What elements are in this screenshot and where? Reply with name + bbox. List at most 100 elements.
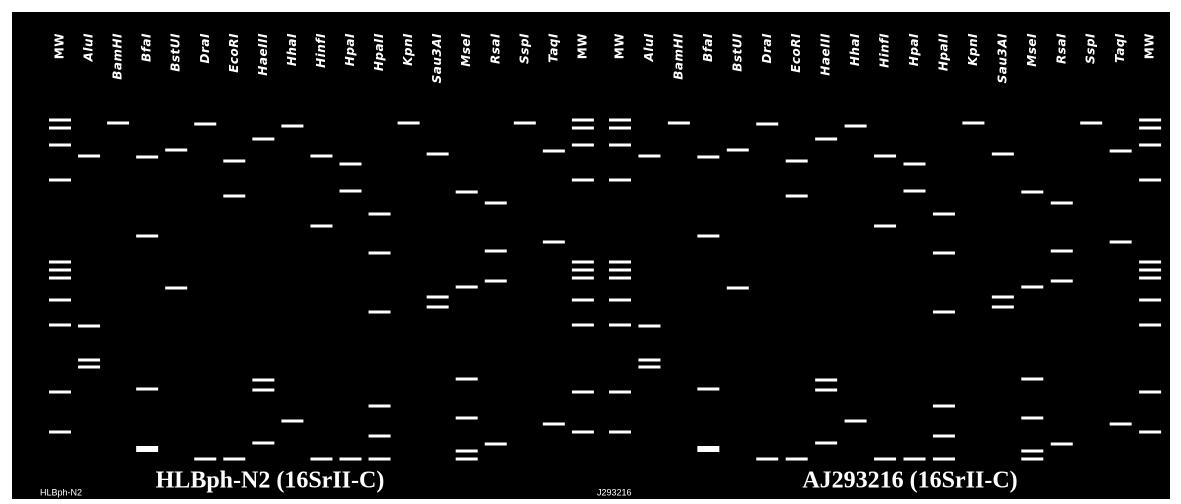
band (485, 443, 507, 446)
band (874, 225, 896, 228)
lane-label: DraI (198, 33, 212, 63)
band (572, 431, 594, 434)
band (1051, 250, 1073, 253)
band (398, 122, 420, 125)
band (252, 389, 274, 392)
band (49, 431, 71, 434)
band (638, 359, 660, 362)
band (697, 156, 719, 159)
band (756, 458, 778, 461)
lane-label: BstUI (169, 33, 183, 72)
band (78, 155, 100, 158)
band (78, 359, 100, 362)
band (572, 299, 594, 302)
band (136, 446, 158, 452)
band (609, 179, 631, 182)
band (786, 458, 808, 461)
lane-label: HpaII (936, 33, 950, 71)
band (543, 150, 565, 153)
band (874, 458, 896, 461)
band (638, 155, 660, 158)
lane-label: HaeIII (819, 33, 833, 76)
band (904, 458, 926, 461)
band (49, 269, 71, 272)
lane-label: SspI (1084, 33, 1098, 64)
band (49, 299, 71, 302)
band (369, 458, 391, 461)
band (609, 277, 631, 280)
band (165, 149, 187, 152)
band (1110, 423, 1132, 426)
band (485, 280, 507, 283)
band (609, 127, 631, 130)
band (1021, 286, 1043, 289)
band (1139, 127, 1161, 130)
band (427, 306, 449, 309)
panel-title: AJ293216 (16SrII-C) (802, 468, 1017, 494)
band (1139, 431, 1161, 434)
band (572, 277, 594, 280)
band (1021, 458, 1043, 461)
band (369, 252, 391, 255)
band (815, 442, 837, 445)
band (1021, 191, 1043, 194)
band (252, 138, 274, 141)
band (340, 190, 362, 193)
band (727, 287, 749, 290)
band (107, 122, 129, 125)
band (1139, 144, 1161, 147)
lane-label: AluI (82, 33, 96, 62)
band (1139, 391, 1161, 394)
lane-label: HhaI (285, 33, 299, 66)
band (786, 160, 808, 163)
band (456, 378, 478, 381)
band (136, 156, 158, 159)
band (1021, 450, 1043, 453)
band (281, 420, 303, 423)
lane-label: AluI (642, 33, 656, 62)
band (49, 127, 71, 130)
lane-label: EcoRI (227, 33, 241, 73)
band (1139, 269, 1161, 272)
band (609, 299, 631, 302)
band (992, 296, 1014, 299)
band (572, 261, 594, 264)
band (904, 190, 926, 193)
band (49, 277, 71, 280)
band (456, 191, 478, 194)
band (49, 391, 71, 394)
band (933, 311, 955, 314)
lane-label: BfaI (701, 33, 715, 62)
band (1021, 417, 1043, 420)
band (1139, 179, 1161, 182)
band (756, 123, 778, 126)
band (194, 458, 216, 461)
gel-figure: MW AluI BamHI BfaI BstUI DraI EcoRI HaeIII HhaI H… (0, 0, 1181, 499)
band (369, 311, 391, 314)
lane-label: KpnI (966, 33, 980, 66)
lane-label: RsaI (1054, 33, 1068, 64)
band (456, 450, 478, 453)
band (933, 252, 955, 255)
band (223, 195, 245, 198)
band (933, 405, 955, 408)
lane-label: MW (53, 33, 67, 59)
lane-label: MW (575, 33, 589, 59)
band (456, 417, 478, 420)
band (1110, 241, 1132, 244)
band (904, 163, 926, 166)
band (456, 286, 478, 289)
band (815, 389, 837, 392)
band (165, 287, 187, 290)
band (572, 324, 594, 327)
lane-label: TaqI (546, 33, 560, 63)
band (845, 125, 867, 128)
band (874, 155, 896, 158)
band (609, 119, 631, 122)
lane-label: BamHI (111, 33, 125, 80)
panel-tag: HLBph-N2 (40, 487, 82, 497)
band (1080, 122, 1102, 125)
lane-label: BstUI (730, 33, 744, 72)
band (572, 179, 594, 182)
band (697, 388, 719, 391)
